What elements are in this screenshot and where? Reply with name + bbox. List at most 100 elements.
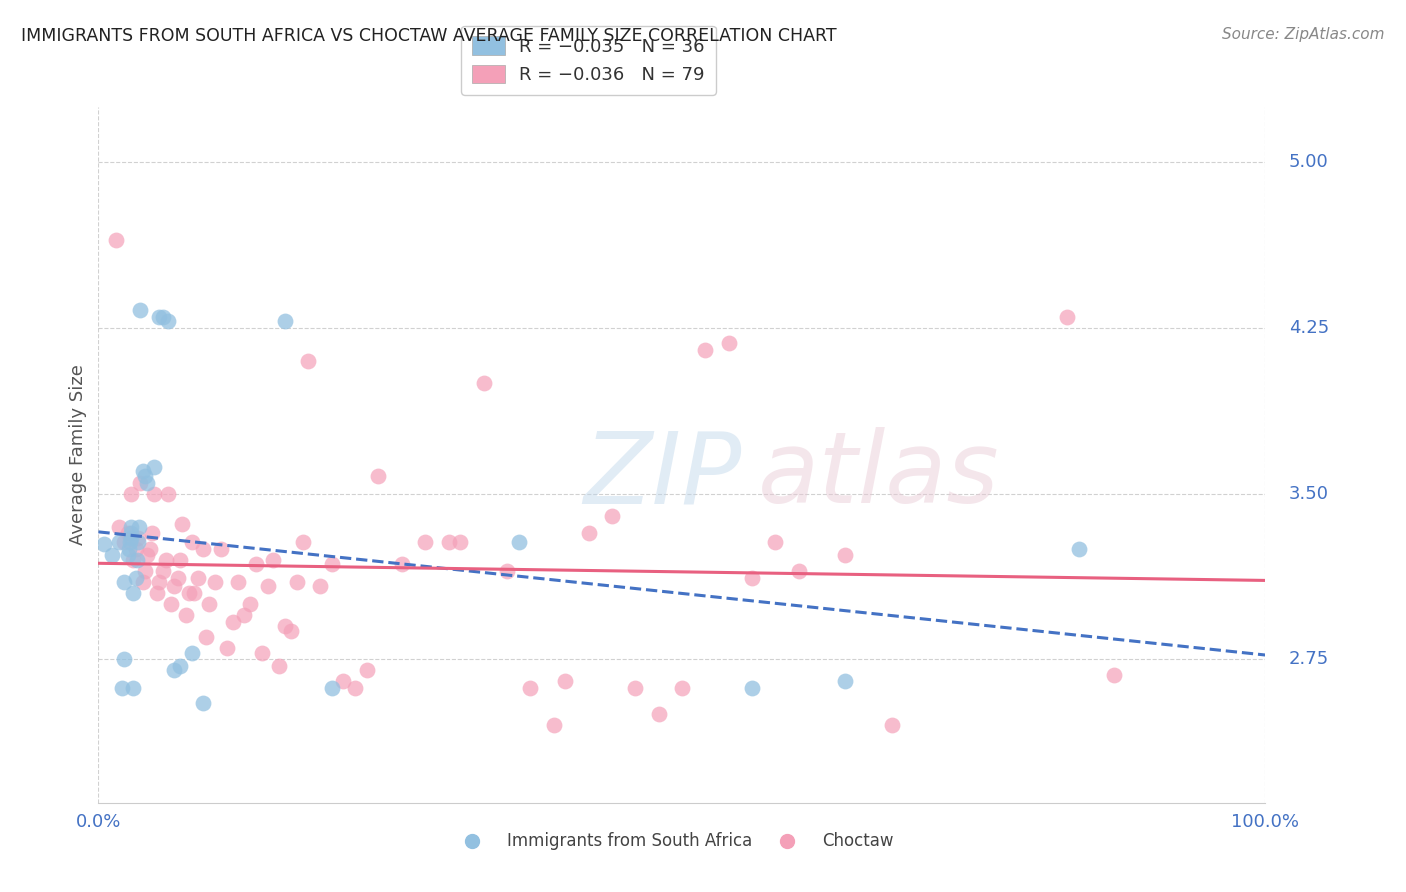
Point [578, 526, 600, 541]
Point [159, 597, 181, 611]
Point [245, 558, 267, 572]
Point [717, 336, 740, 351]
Point [356, 663, 378, 677]
Point [274, 619, 297, 633]
Point [198, 597, 221, 611]
Text: Immigrants from South Africa: Immigrants from South Africa [508, 832, 752, 850]
Point [143, 460, 166, 475]
Point [120, 526, 142, 541]
Point [233, 608, 256, 623]
Point [118, 541, 141, 556]
Text: Choctaw: Choctaw [823, 832, 893, 850]
Point [391, 558, 413, 572]
Point [413, 535, 436, 549]
Point [194, 630, 217, 644]
Point [132, 574, 155, 589]
Point [741, 681, 763, 695]
Point [108, 519, 131, 533]
Point [125, 570, 148, 584]
Point [209, 541, 232, 556]
Y-axis label: Average Family Size: Average Family Size [69, 365, 87, 545]
Point [120, 519, 142, 533]
Point [108, 535, 131, 549]
Point [367, 469, 389, 483]
Point [169, 553, 191, 567]
Point [141, 526, 163, 541]
Point [155, 553, 177, 567]
Point [172, 517, 194, 532]
Point [112, 652, 135, 666]
Point [127, 531, 149, 545]
Point [157, 314, 180, 328]
Point [104, 233, 127, 247]
Point [101, 549, 124, 563]
Point [166, 570, 188, 584]
Point [179, 586, 201, 600]
Point [269, 658, 291, 673]
Point [280, 624, 302, 638]
Point [1056, 310, 1078, 324]
Text: atlas: atlas [758, 427, 1000, 524]
Point [132, 465, 155, 479]
Point [120, 486, 142, 500]
Point [221, 615, 243, 629]
Point [193, 541, 215, 556]
Point [187, 570, 209, 584]
Point [297, 354, 319, 368]
Point [146, 586, 169, 600]
Point [163, 663, 186, 677]
Text: 2.75: 2.75 [1289, 650, 1329, 668]
Point [157, 486, 180, 500]
Point [554, 674, 576, 689]
Point [122, 553, 145, 567]
Point [834, 674, 856, 689]
Point [1102, 667, 1125, 681]
Point [152, 310, 174, 324]
Point [174, 608, 197, 623]
Point [125, 541, 148, 556]
Text: 4.25: 4.25 [1289, 319, 1329, 337]
Point [148, 310, 170, 324]
Point [127, 535, 149, 549]
Point [148, 574, 170, 589]
Point [180, 646, 202, 660]
Point [274, 314, 297, 328]
Point [93, 537, 115, 551]
Text: 3.50: 3.50 [1289, 484, 1329, 502]
Point [128, 519, 150, 533]
Text: Source: ZipAtlas.com: Source: ZipAtlas.com [1222, 27, 1385, 42]
Point [880, 718, 903, 732]
Point [122, 586, 145, 600]
Point [496, 564, 519, 578]
Point [787, 564, 810, 578]
Point [834, 549, 856, 563]
Point [262, 553, 284, 567]
Point [695, 343, 717, 357]
Point [134, 564, 156, 578]
Point [321, 681, 343, 695]
Point [309, 579, 332, 593]
Point [120, 531, 142, 545]
Point [215, 641, 238, 656]
Point [134, 469, 156, 483]
Point [122, 681, 145, 695]
Point [125, 553, 148, 567]
Text: IMMIGRANTS FROM SOUTH AFRICA VS CHOCTAW AVERAGE FAMILY SIZE CORRELATION CHART: IMMIGRANTS FROM SOUTH AFRICA VS CHOCTAW … [21, 27, 837, 45]
Point [543, 718, 565, 732]
Point [437, 535, 460, 549]
Point [136, 549, 159, 563]
Point [136, 475, 159, 490]
Point [129, 475, 152, 490]
Point [250, 646, 273, 660]
Point [285, 574, 308, 589]
Point [112, 535, 135, 549]
Point [117, 526, 139, 541]
Point [169, 658, 191, 673]
Point [193, 697, 215, 711]
Point [332, 674, 354, 689]
Point [647, 707, 669, 722]
Point [321, 558, 343, 572]
Point [180, 535, 202, 549]
Text: ZIP: ZIP [582, 427, 741, 524]
Point [111, 681, 134, 695]
